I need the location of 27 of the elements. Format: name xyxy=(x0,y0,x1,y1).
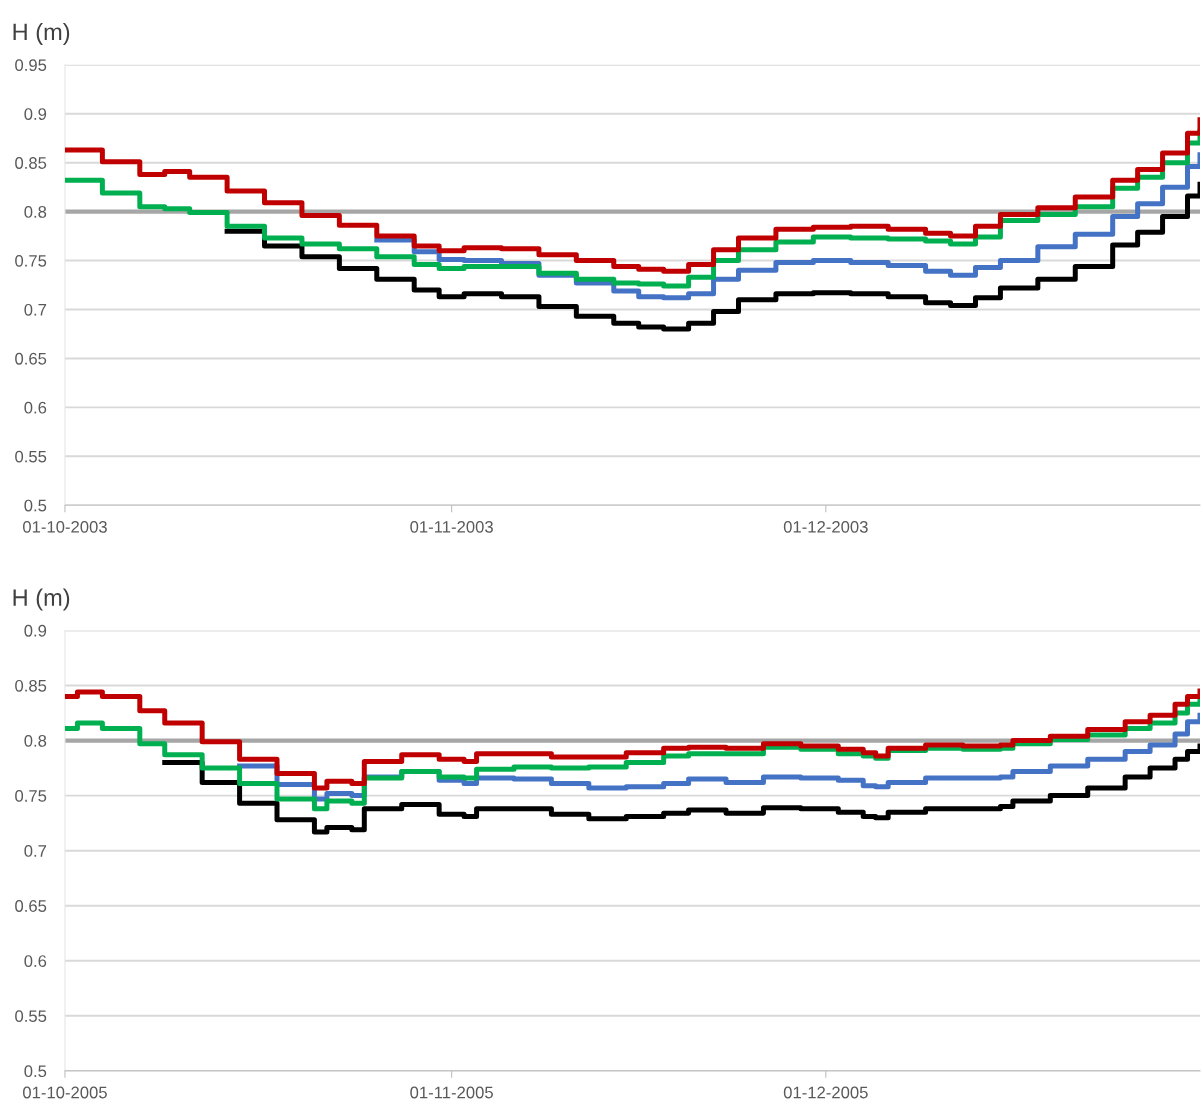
x-tick-label: 01-12-2003 xyxy=(783,520,868,533)
x-tick-label: 01-11-2003 xyxy=(410,520,493,533)
x-tick-label: 01-11-2005 xyxy=(410,1086,493,1099)
y-tick-label: 0.5 xyxy=(24,1065,47,1078)
y-tick-label: 0.9 xyxy=(24,624,47,637)
y-tick-label: 0.7 xyxy=(24,303,47,316)
y-tick-label: 0.75 xyxy=(15,254,47,267)
y-tick-label: 0.85 xyxy=(15,679,47,692)
y-tick-label: 0.8 xyxy=(24,734,47,747)
y-tick-label: 0.9 xyxy=(24,108,47,120)
y-tick-label: 0.95 xyxy=(15,59,47,72)
y-axis-title: H (m) xyxy=(13,22,70,45)
x-tick-label: 01-10-2003 xyxy=(22,520,107,533)
x-tick-label: 01-10-2005 xyxy=(22,1086,107,1099)
y-tick-label: 0.85 xyxy=(15,157,47,169)
y-tick-label: 0.7 xyxy=(24,845,47,857)
y-tick-label: 0.65 xyxy=(15,900,47,912)
y-tick-label: 0.55 xyxy=(15,450,47,463)
y-tick-label: 0.6 xyxy=(24,401,47,414)
y-tick-label: 0.55 xyxy=(15,1010,47,1023)
y-tick-label: 0.8 xyxy=(24,206,47,218)
y-tick-label: 0.65 xyxy=(15,352,47,365)
y-tick-label: 0.5 xyxy=(24,499,47,512)
y-tick-label: 0.6 xyxy=(24,955,47,967)
y-axis-title: H (m) xyxy=(13,588,70,611)
y-tick-label: 0.75 xyxy=(15,790,47,802)
x-tick-label: 01-12-2005 xyxy=(783,1086,868,1099)
